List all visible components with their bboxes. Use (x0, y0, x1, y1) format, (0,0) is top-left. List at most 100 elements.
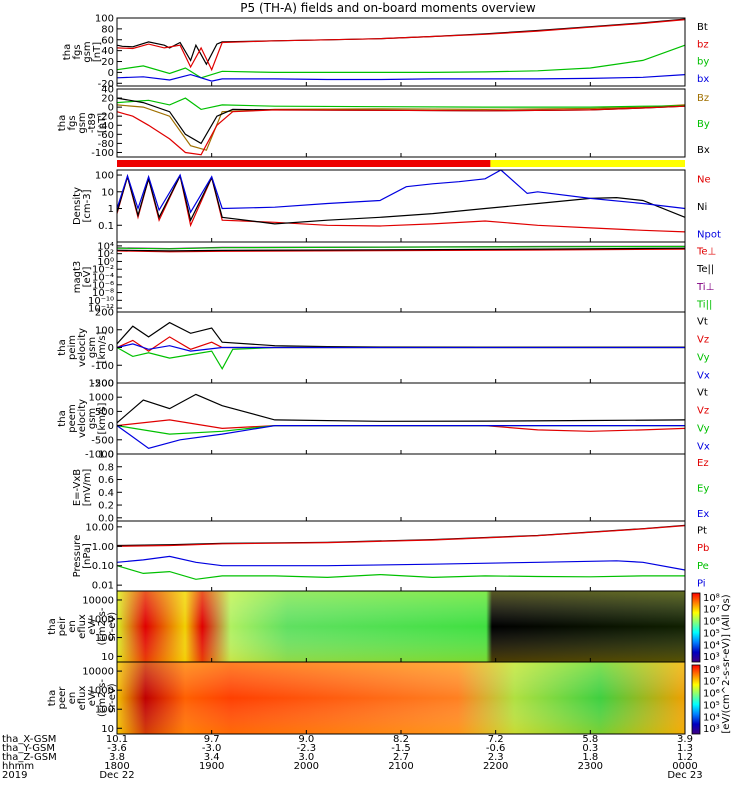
xrow-value-2-4: 2.3 (488, 752, 504, 763)
panel-peer_en_eflux: 10000 1000 100 10 tha peer en eflux eV/(cm2-s-sr… (47, 661, 686, 735)
series-fgs_gsm_t89-3 (116, 105, 686, 156)
ytick-label-temperature-5: 10⁻⁶ (92, 280, 114, 291)
ytick-label-peem_velocity-3: 0 (108, 421, 114, 432)
ytick-label-fgs_gsm-2: 60 (101, 35, 114, 46)
ytick-label-temperature-7: 10⁻¹⁰ (88, 296, 114, 307)
colorbar-peir_en_eflux (691, 592, 701, 663)
series-density-0 (116, 173, 686, 233)
ytick-label-temperature-2: 10⁰ (97, 257, 114, 268)
xrow-value-3-3: 2100 (388, 761, 413, 772)
ylabel-line-peer_en_eflux-6: sr-eV) (107, 683, 118, 712)
xrow-value-3-5: 2300 (578, 761, 603, 772)
ylabel-line-fgs_gsm-2: gsm (82, 41, 93, 62)
panel-mode_bar (117, 160, 685, 167)
x-axis-table: tha_X-GSM 10.1 9.7 9.0 8.2 7.2 5.8 3.9 tha_Y-GSM… (2, 734, 703, 781)
ytick-label-efield-5: 0.0 (98, 513, 114, 524)
ylabel-peem_velocity: tha peem velocity gsm [km/s] (57, 399, 108, 438)
colorbar-tick-0-3: 10⁵ (703, 628, 720, 639)
ytick-label-pressure-0: 10.00 (85, 522, 114, 533)
ytick-label-peer_en_eflux-3: 10 (101, 724, 114, 735)
ylabel-line-fgs_gsm_t89-4: [nT] (97, 113, 108, 133)
legend-efield-2: Ex (697, 509, 709, 520)
ylabel-fgs_gsm_t89: tha fgs gsm -t89 [nT] (57, 112, 108, 133)
colorbar-tick-0-4: 10⁴ (703, 640, 720, 651)
xrow-value-2-5: 1.8 (582, 752, 598, 763)
legend-fgs_gsm-3: bx (697, 74, 709, 85)
ytick-label-fgs_gsm_t89-4: -40 (98, 121, 114, 132)
legend-density-2: Npot (697, 229, 721, 240)
ytick-label-peer_en_eflux-2: 100 (95, 705, 114, 716)
ylabel-line-peer_en_eflux-1: peer (57, 686, 68, 710)
colorbar-tick-0-1: 10⁷ (703, 605, 720, 616)
ytick-label-temperature-8: 10⁻¹² (88, 304, 114, 315)
ylabel-line-peer_en_eflux-2: en (67, 692, 78, 705)
panel-efield: Ez Ey Ex 1.00.8 0.6 0.4 0.20.0 E=-VxB [mV/m] (72, 450, 709, 525)
series-pressure-2 (116, 565, 685, 580)
ytick-label-pressure-1: 1.00 (92, 542, 114, 553)
xrow-value-4-6: Dec 23 (667, 770, 702, 781)
ylabel-peer_en_eflux: tha peer en eflux eV/(cm2-s-sr-eV) (47, 679, 118, 717)
legend-peem_velocity-0: Vt (697, 388, 708, 399)
xrow-label-1: tha_Y-GSM (2, 743, 55, 754)
xrow-value-1-1: -3.0 (202, 743, 222, 754)
ylabel-line-peir_en_eflux-3: eflux (77, 614, 88, 639)
xrow-value-0-0: 10.1 (106, 734, 128, 745)
colorbar-label-text: [eV/(cm^2-s-sr-eV)] (All Qs) (721, 594, 732, 733)
series-peem_velocity-0 (116, 393, 686, 424)
panel-peim_velocity: Vt Vz Vy Vx 200 100 0 -100 -200 tha peim velocity gs… (57, 308, 710, 390)
ytick-label-peim_velocity-4: -200 (91, 379, 114, 390)
series-temperature-0 (116, 248, 686, 253)
legend-fgs_gsm-0: Bt (697, 22, 708, 33)
ylabel-line-peir_en_eflux-2: en (67, 620, 78, 633)
legend-pressure-2: Pe (697, 561, 709, 572)
ytick-label-efield-4: 0.2 (98, 501, 114, 512)
ytick-label-peem_velocity-1: 1000 (89, 393, 114, 404)
ytick-label-temperature-4: 10⁻⁴ (92, 273, 114, 284)
ytick-label-peim_velocity-1: 100 (95, 325, 114, 336)
legend-temperature-2: Ti⊥ (696, 282, 714, 293)
ytick-label-fgs_gsm-3: 40 (101, 46, 114, 57)
ytick-label-peir_en_eflux-2: 100 (95, 633, 114, 644)
legend-efield-1: Ey (697, 484, 709, 495)
series-density-2 (116, 169, 686, 214)
ylabel-line-peim_velocity-1: peim (67, 335, 78, 360)
legend-temperature-0: Te⊥ (696, 246, 716, 257)
ytick-label-fgs_gsm_t89-3: -20 (98, 112, 114, 123)
xrow-value-3-6: 0000 (672, 761, 697, 772)
ytick-label-temperature-1: 10² (97, 249, 114, 260)
ytick-label-peim_velocity-3: -100 (91, 361, 114, 372)
ytick-label-density-3: 0.1 (98, 221, 114, 232)
ytick-label-temperature-3: 10⁻² (92, 265, 114, 276)
ytick-label-pressure-2: 0.10 (92, 561, 114, 572)
series-temperature-3 (116, 245, 686, 250)
ytick-label-peim_velocity-2: 0 (108, 343, 114, 354)
colorbar-tick-0-5: 10³ (703, 652, 720, 663)
xrow-label-4: 2019 (2, 770, 27, 781)
legend-fgs_gsm-1: bz (697, 39, 709, 50)
series-peem_velocity-2 (116, 425, 685, 435)
xrow-value-0-2: 9.0 (298, 734, 314, 745)
series-fgs_gsm-3 (116, 73, 686, 82)
ytick-label-peem_velocity-4: -500 (91, 435, 114, 446)
ylabel-line-peem_velocity-1: peem (67, 404, 78, 432)
xrow-value-2-1: 3.4 (204, 752, 220, 763)
xrow-value-3-2: 2000 (294, 761, 319, 772)
xrow-value-1-2: -2.3 (297, 743, 317, 754)
ylabel-line-peim_velocity-0: tha (57, 339, 68, 355)
xrow-value-3-1: 1900 (199, 761, 224, 772)
ytick-label-efield-3: 0.4 (98, 488, 114, 499)
legend-fgs_gsm_t89-0: Bz (697, 93, 709, 104)
colorbar-tick-1-4: 10⁴ (703, 712, 720, 723)
xrow-value-1-0: -3.6 (107, 743, 127, 754)
ytick-label-efield-0: 1.0 (98, 450, 114, 461)
ylabel-line-temperature-1: [eV] (82, 267, 93, 288)
legend-pressure-1: Pb (697, 543, 709, 554)
xrow-value-0-3: 8.2 (393, 734, 409, 745)
series-fgs_gsm-0 (116, 18, 686, 66)
xrow-value-3-0: 1800 (104, 761, 129, 772)
legend-temperature-3: Ti|| (696, 300, 712, 311)
ytick-label-fgs_gsm_t89-7: -100 (91, 148, 114, 159)
ytick-label-fgs_gsm-6: -20 (98, 79, 114, 90)
colorbar-tick-1-5: 10³ (703, 724, 720, 735)
legend-fgs_gsm-2: by (697, 57, 709, 68)
